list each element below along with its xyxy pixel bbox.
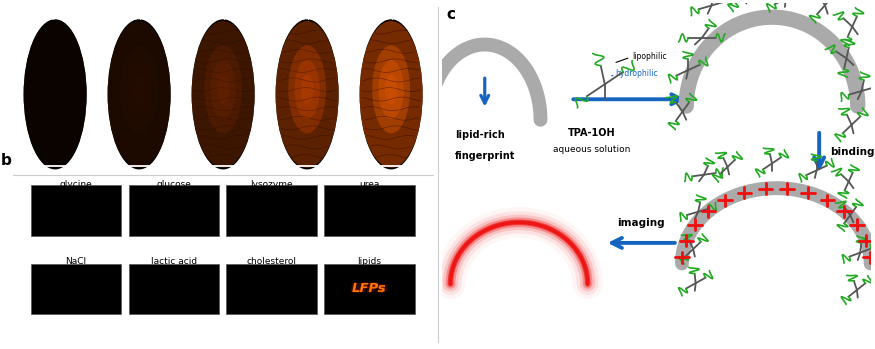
Text: LFPs: LFPs <box>352 282 387 295</box>
Text: urea: urea <box>360 180 380 189</box>
Text: aqueous solution: aqueous solution <box>553 146 631 154</box>
Text: cholesterol: cholesterol <box>247 257 297 266</box>
Text: c: c <box>446 7 455 22</box>
Text: glycine: glycine <box>60 180 92 189</box>
Text: lipophilic: lipophilic <box>633 52 668 61</box>
Ellipse shape <box>192 21 255 168</box>
Text: LFPs: LFPs <box>350 282 385 295</box>
Bar <box>129 185 219 236</box>
Text: lactic acid: lactic acid <box>150 257 197 266</box>
Bar <box>325 264 415 314</box>
Text: NaCl: NaCl <box>66 257 87 266</box>
Ellipse shape <box>295 60 319 119</box>
Text: binding: binding <box>830 147 874 157</box>
Ellipse shape <box>276 19 339 169</box>
Text: TPA-1OH: TPA-1OH <box>568 128 616 138</box>
Ellipse shape <box>372 45 410 133</box>
Bar <box>31 264 121 314</box>
Bar <box>227 264 317 314</box>
Text: 5 μM: 5 μM <box>44 11 66 20</box>
Ellipse shape <box>24 21 87 168</box>
Text: 50 μM: 50 μM <box>377 11 405 20</box>
Ellipse shape <box>217 75 229 104</box>
Text: LFPs: LFPs <box>352 281 387 294</box>
Ellipse shape <box>108 19 171 169</box>
Text: LFPs: LFPs <box>354 282 388 295</box>
Ellipse shape <box>288 45 326 133</box>
Ellipse shape <box>360 21 423 168</box>
Ellipse shape <box>301 75 313 104</box>
Ellipse shape <box>192 19 255 169</box>
Text: lipids: lipids <box>358 257 382 266</box>
Text: LFPs: LFPs <box>352 283 387 296</box>
Bar <box>227 185 317 236</box>
Text: lipid-rich: lipid-rich <box>455 130 505 140</box>
Bar <box>325 185 415 236</box>
Ellipse shape <box>360 19 423 169</box>
Ellipse shape <box>211 60 235 119</box>
Text: lysozyme: lysozyme <box>250 180 293 189</box>
Ellipse shape <box>108 21 171 168</box>
Ellipse shape <box>379 60 403 119</box>
Ellipse shape <box>120 45 158 133</box>
Text: 20 μM: 20 μM <box>209 11 237 20</box>
Ellipse shape <box>133 75 145 104</box>
Ellipse shape <box>204 45 242 133</box>
Ellipse shape <box>276 21 339 168</box>
Text: hydrophilic: hydrophilic <box>615 69 658 78</box>
Text: glucose: glucose <box>157 180 192 189</box>
Bar <box>31 185 121 236</box>
Text: 30 μM: 30 μM <box>293 11 321 20</box>
Text: 10 μM: 10 μM <box>125 11 153 20</box>
Text: imaging: imaging <box>618 217 665 228</box>
Ellipse shape <box>24 19 87 169</box>
Ellipse shape <box>385 75 397 104</box>
Ellipse shape <box>127 60 151 119</box>
Text: fingerprint: fingerprint <box>455 150 515 161</box>
Text: b: b <box>1 154 11 168</box>
Bar <box>129 264 219 314</box>
